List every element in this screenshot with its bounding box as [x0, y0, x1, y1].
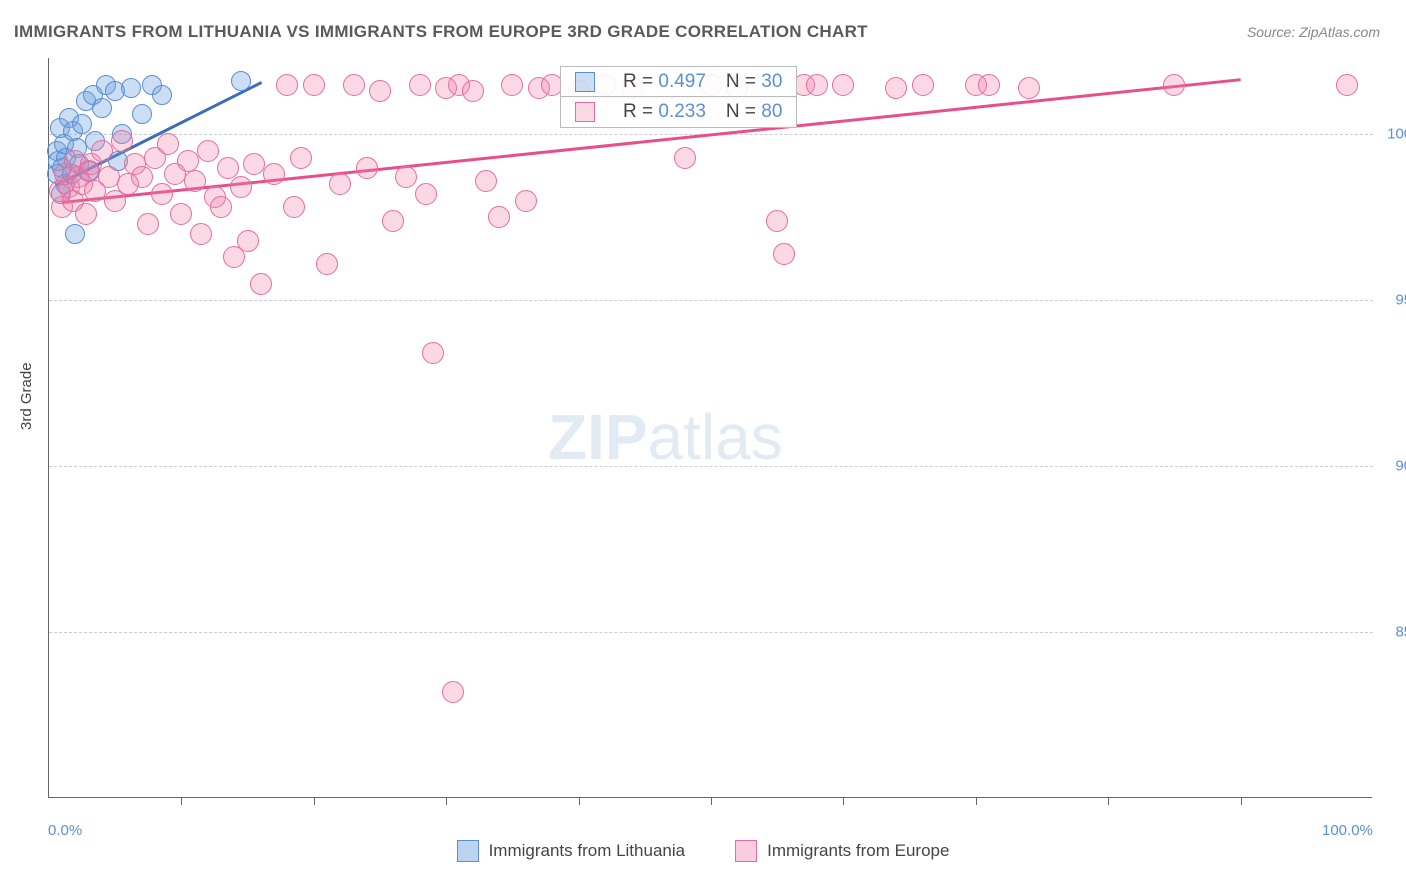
y-tick-label: 85.0% — [1378, 624, 1406, 641]
scatter-point — [98, 166, 120, 188]
y-axis-label: 3rd Grade — [18, 362, 35, 430]
scatter-point — [290, 147, 312, 169]
stats-swatch — [575, 72, 595, 92]
source-label: Source: ZipAtlas.com — [1247, 24, 1380, 40]
scatter-point — [231, 71, 251, 91]
scatter-point — [1336, 74, 1358, 96]
stat-n: N = 80 — [726, 101, 783, 123]
scatter-point — [806, 74, 828, 96]
scatter-point — [885, 77, 907, 99]
scatter-point — [111, 130, 133, 152]
scatter-point — [157, 133, 179, 155]
scatter-point — [237, 230, 259, 252]
scatter-point — [488, 206, 510, 228]
scatter-point — [382, 210, 404, 232]
stats-row: R = 0.233 N = 80 — [560, 96, 797, 128]
legend-item: Immigrants from Lithuania — [457, 840, 686, 862]
scatter-point — [462, 80, 484, 102]
scatter-point — [422, 342, 444, 364]
x-tick — [314, 797, 315, 805]
scatter-point — [75, 203, 97, 225]
scatter-point — [137, 213, 159, 235]
scatter-point — [243, 153, 265, 175]
scatter-point — [501, 74, 523, 96]
gridline — [49, 632, 1373, 633]
scatter-point — [210, 196, 232, 218]
scatter-point — [276, 74, 298, 96]
scatter-point — [442, 681, 464, 703]
scatter-point — [283, 196, 305, 218]
scatter-point — [674, 147, 696, 169]
gridline — [49, 466, 1373, 467]
plot-area: 85.0%90.0%95.0%100.0% — [48, 58, 1372, 798]
scatter-point — [912, 74, 934, 96]
scatter-point — [72, 114, 92, 134]
x-tick — [579, 797, 580, 805]
scatter-point — [1018, 77, 1040, 99]
scatter-point — [177, 150, 199, 172]
scatter-point — [132, 104, 152, 124]
stat-n: N = 30 — [726, 71, 783, 93]
legend-item: Immigrants from Europe — [735, 840, 949, 862]
scatter-point — [515, 190, 537, 212]
scatter-point — [395, 166, 417, 188]
scatter-point — [230, 176, 252, 198]
x-tick — [711, 797, 712, 805]
scatter-point — [151, 183, 173, 205]
y-tick-label: 100.0% — [1378, 126, 1406, 143]
scatter-point — [170, 203, 192, 225]
scatter-point — [152, 85, 172, 105]
legend-swatch — [457, 840, 479, 862]
x-tick — [446, 797, 447, 805]
scatter-point — [773, 243, 795, 265]
scatter-point — [190, 223, 212, 245]
scatter-point — [329, 173, 351, 195]
legend-swatch — [735, 840, 757, 862]
scatter-point — [197, 140, 219, 162]
y-tick-label: 95.0% — [1378, 292, 1406, 309]
bottom-legend: Immigrants from Lithuania Immigrants from… — [0, 840, 1406, 862]
scatter-point — [184, 170, 206, 192]
scatter-point — [978, 74, 1000, 96]
scatter-point — [303, 74, 325, 96]
scatter-point — [65, 224, 85, 244]
scatter-point — [316, 253, 338, 275]
scatter-point — [1163, 74, 1185, 96]
legend-label: Immigrants from Europe — [767, 841, 949, 861]
x-tick — [843, 797, 844, 805]
chart-title: IMMIGRANTS FROM LITHUANIA VS IMMIGRANTS … — [14, 22, 868, 42]
scatter-point — [766, 210, 788, 232]
scatter-point — [91, 140, 113, 162]
scatter-point — [92, 98, 112, 118]
scatter-point — [369, 80, 391, 102]
stats-row: R = 0.497 N = 30 — [560, 66, 797, 98]
x-axis-min-label: 0.0% — [48, 822, 82, 839]
x-tick — [181, 797, 182, 805]
scatter-point — [131, 166, 153, 188]
stat-r: R = 0.497 — [623, 71, 706, 93]
legend-label: Immigrants from Lithuania — [489, 841, 686, 861]
scatter-point — [343, 74, 365, 96]
stats-swatch — [575, 102, 595, 122]
scatter-point — [263, 163, 285, 185]
stat-r: R = 0.233 — [623, 101, 706, 123]
scatter-point — [217, 157, 239, 179]
x-tick — [1108, 797, 1109, 805]
x-axis-max-label: 100.0% — [1322, 822, 1373, 839]
y-tick-label: 90.0% — [1378, 458, 1406, 475]
scatter-point — [356, 157, 378, 179]
scatter-point — [415, 183, 437, 205]
scatter-point — [832, 74, 854, 96]
scatter-point — [475, 170, 497, 192]
scatter-point — [409, 74, 431, 96]
gridline — [49, 300, 1373, 301]
x-tick — [1241, 797, 1242, 805]
scatter-point — [121, 78, 141, 98]
x-tick — [976, 797, 977, 805]
scatter-point — [250, 273, 272, 295]
